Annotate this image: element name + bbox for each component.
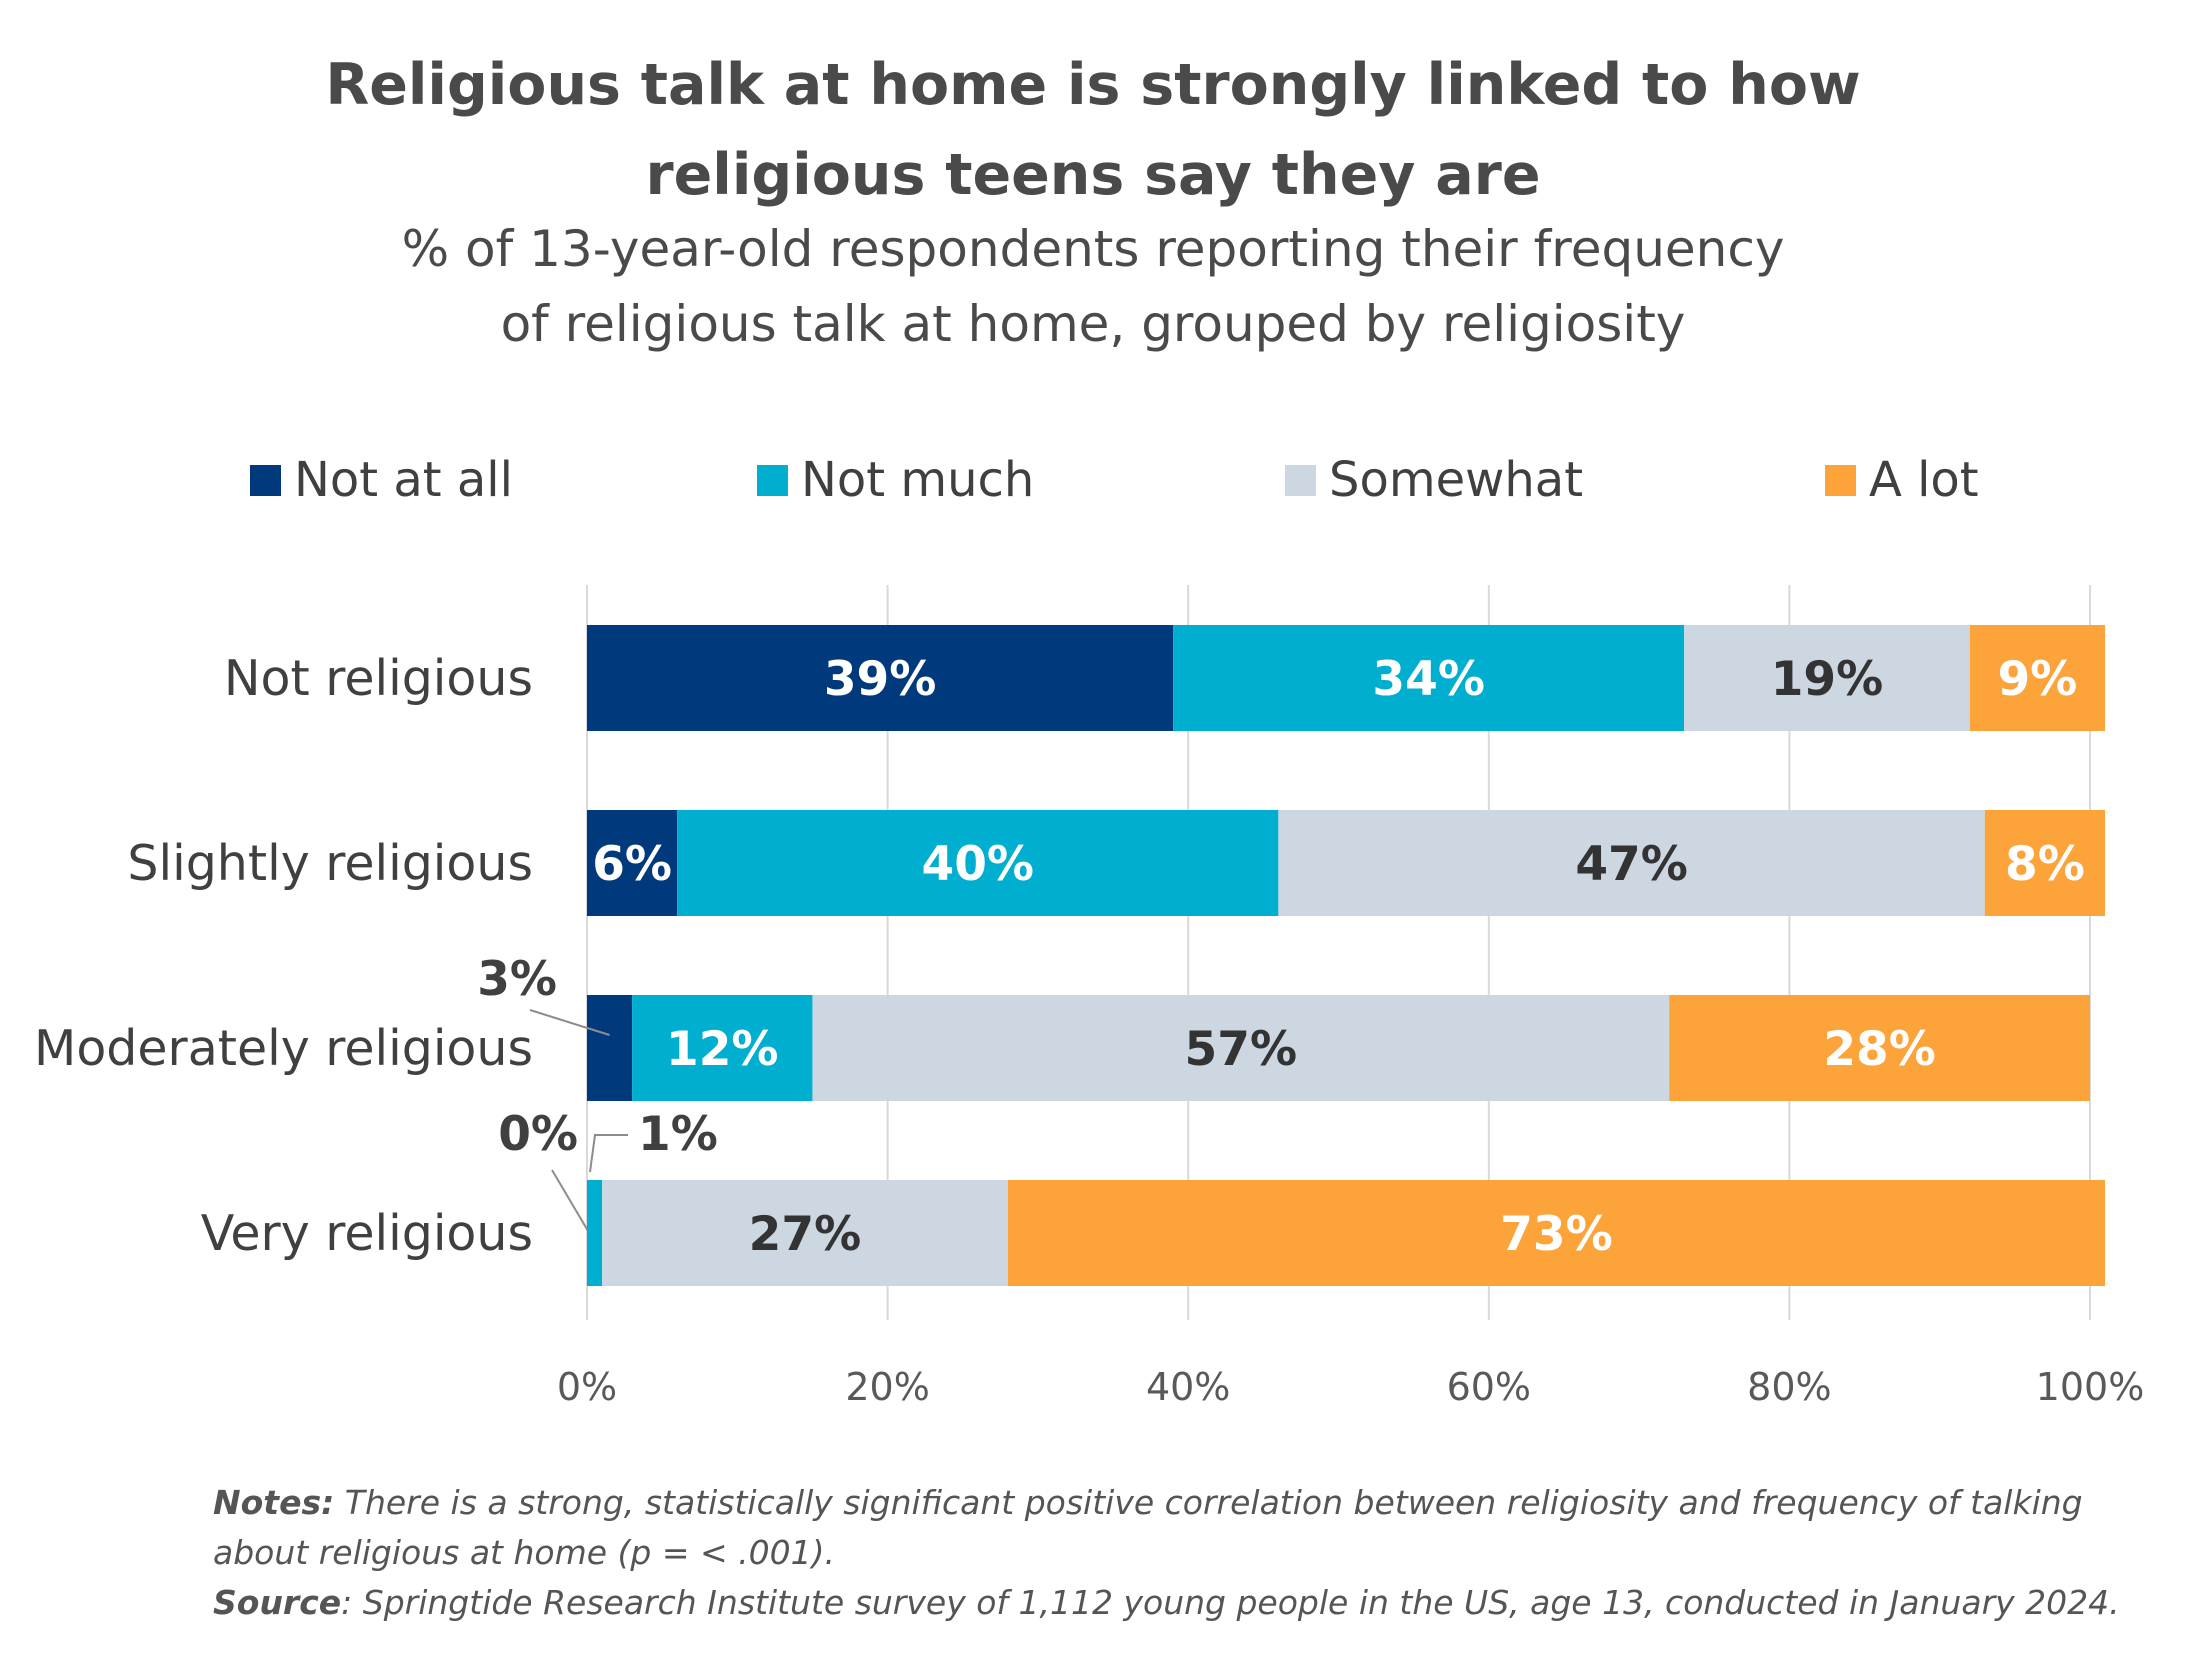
callout-line bbox=[529, 1009, 610, 1036]
chart-subtitle: % of 13-year-old respondents reporting t… bbox=[0, 212, 2186, 362]
notes-line: Notes: There is a strong, statistically … bbox=[213, 1478, 2113, 1528]
chart-notes: Notes: There is a strong, statistically … bbox=[213, 1478, 2120, 1628]
bar-segment bbox=[1669, 995, 2090, 1101]
x-tick-label: 20% bbox=[845, 1365, 929, 1409]
notes-label: Notes: bbox=[213, 1483, 335, 1522]
chart-title-line: religious teens say they are bbox=[645, 142, 1541, 208]
data-label: 6% bbox=[592, 837, 672, 892]
category-label: Not religious bbox=[224, 650, 533, 707]
callout-line bbox=[589, 1134, 628, 1173]
data-label: 3% bbox=[477, 952, 557, 1007]
data-label: 12% bbox=[666, 1022, 779, 1077]
chart-title: Religious talk at home is strongly linke… bbox=[0, 40, 2186, 220]
data-label: 0% bbox=[498, 1107, 578, 1162]
bar-segment bbox=[602, 1180, 1008, 1286]
data-label: 34% bbox=[1372, 652, 1485, 707]
data-label: 9% bbox=[1997, 652, 2077, 707]
bar-segment bbox=[587, 810, 678, 916]
data-label: 40% bbox=[922, 837, 1035, 892]
legend-swatch bbox=[250, 464, 281, 496]
bar-segment bbox=[587, 995, 633, 1101]
legend-label: Somewhat bbox=[1329, 452, 1584, 508]
x-tick-label: 60% bbox=[1447, 1365, 1531, 1409]
legend-item-somewhat: Somewhat bbox=[1285, 450, 1583, 510]
chart-subtitle-line: % of 13-year-old respondents reporting t… bbox=[401, 220, 1785, 278]
category-label: Slightly religious bbox=[127, 835, 533, 892]
bar-segment bbox=[1278, 810, 1985, 916]
source-label: Source bbox=[213, 1583, 342, 1622]
bar-segment bbox=[1173, 625, 1685, 731]
bar-segment bbox=[632, 995, 813, 1101]
bar-segment bbox=[677, 810, 1279, 916]
bar-segment bbox=[587, 625, 1174, 731]
legend-label: A lot bbox=[1869, 452, 1979, 508]
data-label: 28% bbox=[1823, 1022, 1936, 1077]
bar-segment bbox=[812, 995, 1670, 1101]
x-tick-label: 0% bbox=[557, 1365, 617, 1409]
bar-segment bbox=[1984, 810, 2106, 916]
legend-swatch bbox=[1285, 464, 1316, 496]
source-line: Source: Springtide Research Institute su… bbox=[213, 1578, 2120, 1628]
legend-label: Not at all bbox=[294, 452, 513, 508]
data-label: 1% bbox=[638, 1107, 718, 1162]
notes-line: about religious at home (p = < .001). bbox=[213, 1533, 835, 1572]
source-text: : Springtide Research Institute survey o… bbox=[341, 1583, 2120, 1622]
data-label: 19% bbox=[1771, 652, 1884, 707]
x-tick-label: 40% bbox=[1146, 1365, 1230, 1409]
legend-item-a-lot: A lot bbox=[1825, 450, 1979, 510]
category-label: Moderately religious bbox=[34, 1020, 533, 1077]
legend-swatch bbox=[1825, 464, 1856, 496]
legend-swatch bbox=[757, 464, 788, 496]
data-label: 57% bbox=[1185, 1022, 1298, 1077]
chart-subtitle-line: of religious talk at home, grouped by re… bbox=[500, 295, 1686, 353]
callout-line bbox=[551, 1169, 592, 1237]
legend-label: Not much bbox=[801, 452, 1035, 508]
data-label: 8% bbox=[2005, 837, 2085, 892]
bar-segment bbox=[1007, 1180, 2106, 1286]
category-label: Very religious bbox=[201, 1205, 533, 1262]
legend-item-not-much: Not much bbox=[757, 450, 1034, 510]
notes-text: There is a strong, statistically signifi… bbox=[334, 1483, 2083, 1522]
chart-title-line: Religious talk at home is strongly linke… bbox=[325, 52, 1861, 118]
data-label: 73% bbox=[1500, 1207, 1613, 1262]
data-label: 39% bbox=[824, 652, 937, 707]
data-label: 27% bbox=[749, 1207, 862, 1262]
x-tick-label: 80% bbox=[1747, 1365, 1831, 1409]
bar-segment bbox=[1969, 625, 2106, 731]
legend-item-not-at-all: Not at all bbox=[250, 450, 513, 510]
x-tick-label: 100% bbox=[2036, 1365, 2145, 1409]
bar-segment bbox=[1684, 625, 1970, 731]
data-label: 47% bbox=[1575, 837, 1688, 892]
bar-segment bbox=[587, 1180, 603, 1286]
